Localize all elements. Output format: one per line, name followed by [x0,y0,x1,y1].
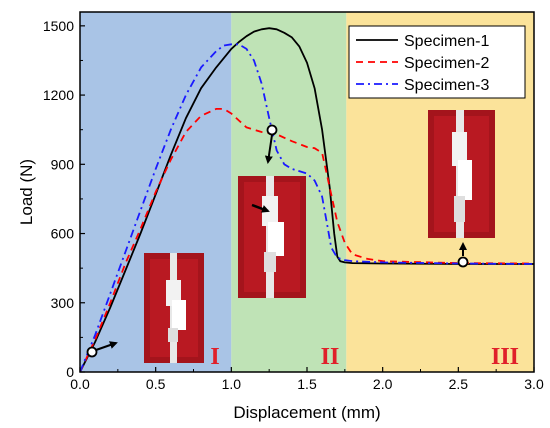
region-label-3: III [491,344,519,370]
region-labels: I II III [210,344,519,370]
legend-box [348,25,526,99]
x-tick-label: 1.0 [222,376,242,392]
x-tick-label: 1.5 [297,376,317,392]
y-axis: 0 300 600 900 1200 1500 [43,18,85,380]
y-tick-label: 300 [51,295,75,311]
series-layer [80,27,534,372]
specimen-photo-stage-3 [428,110,495,238]
series-line-specimen-2 [80,108,534,372]
annotation-stage-3 [457,242,469,268]
x-tick-label: 3.0 [524,376,544,392]
y-tick-label: 1500 [43,18,74,34]
legend-label-specimen-2: Specimen-2 [404,55,489,72]
legend-label-specimen-1: Specimen-1 [404,33,489,50]
region-label-2: II [321,344,340,370]
y-tick-label: 600 [51,226,75,242]
x-tick-label: 2.0 [373,376,393,392]
y-tick-label: 1200 [43,87,74,103]
annotation-stage-2 [264,124,278,164]
region-label-1: I [210,344,219,370]
series-line-specimen-3 [80,43,534,372]
x-tick-label: 0.0 [70,376,90,392]
x-axis: 0.0 0.5 1.0 1.5 2.0 2.5 3.0 [70,367,544,392]
x-axis-title: Displacement (mm) [233,403,380,422]
specimen-photo-stage-1 [144,253,204,363]
x-tick-label: 0.5 [146,376,166,392]
y-tick-label: 0 [66,364,74,380]
x-tick-label: 2.5 [449,376,469,392]
legend: Specimen-1 Specimen-2 Specimen-3 [348,25,526,99]
annotation-stage-1 [86,341,118,358]
y-tick-label: 900 [51,156,75,172]
series-line-specimen-1 [80,27,534,372]
y-axis-title: Load (N) [17,159,36,225]
specimen-photo-stage-2 [238,176,306,298]
legend-label-specimen-3: Specimen-3 [404,77,489,94]
